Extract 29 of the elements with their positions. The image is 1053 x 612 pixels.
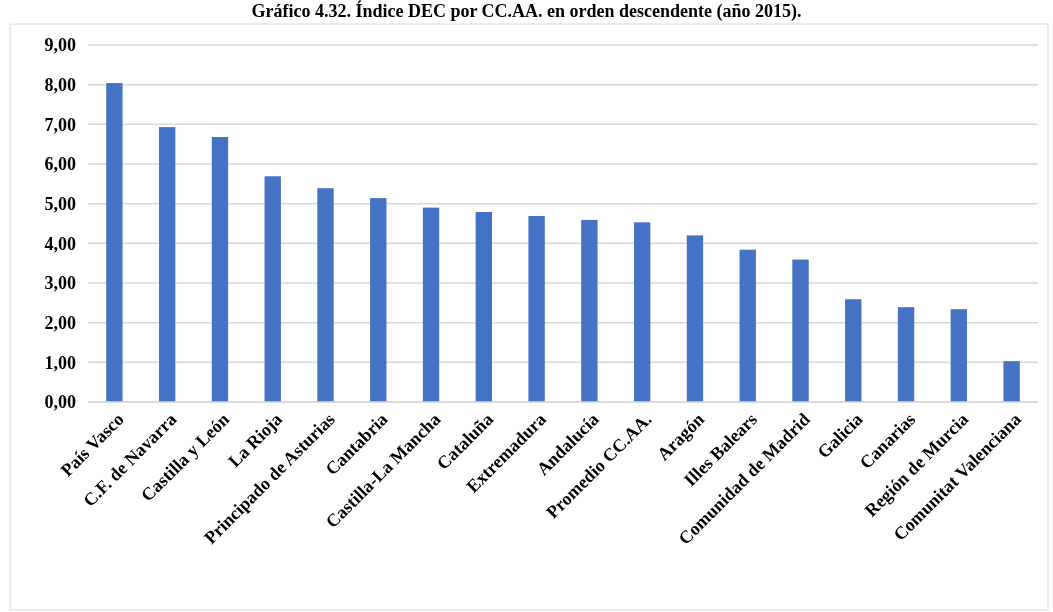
bar	[264, 176, 281, 402]
bar	[370, 198, 387, 402]
y-tick-label: 4,00	[44, 233, 76, 254]
y-tick-label: 8,00	[44, 74, 76, 95]
bar	[528, 215, 545, 402]
bar	[1003, 361, 1020, 402]
y-tick-label: 3,00	[44, 273, 76, 294]
bar	[950, 309, 968, 402]
bar	[106, 83, 123, 402]
bar	[686, 235, 704, 402]
y-tick-label: 6,00	[44, 154, 76, 175]
y-tick-label: 5,00	[44, 193, 76, 214]
bar	[422, 207, 440, 402]
y-tick-label: 1,00	[44, 352, 76, 373]
bar	[792, 259, 809, 402]
bar	[633, 222, 651, 402]
y-tick-label: 7,00	[44, 114, 76, 135]
bar	[845, 299, 862, 402]
bar	[581, 219, 598, 402]
bar	[211, 137, 229, 402]
bar	[158, 127, 176, 402]
bar	[475, 212, 493, 402]
bar	[897, 307, 915, 402]
chart-title: Gráfico 4.32. Índice DEC por CC.AA. en orden descendente (año 2015).	[251, 0, 802, 22]
y-tick-label: 0,00	[44, 392, 76, 413]
bar	[739, 249, 756, 402]
y-tick-label: 2,00	[44, 312, 76, 333]
bar	[317, 188, 334, 402]
y-tick-label: 9,00	[44, 35, 76, 56]
